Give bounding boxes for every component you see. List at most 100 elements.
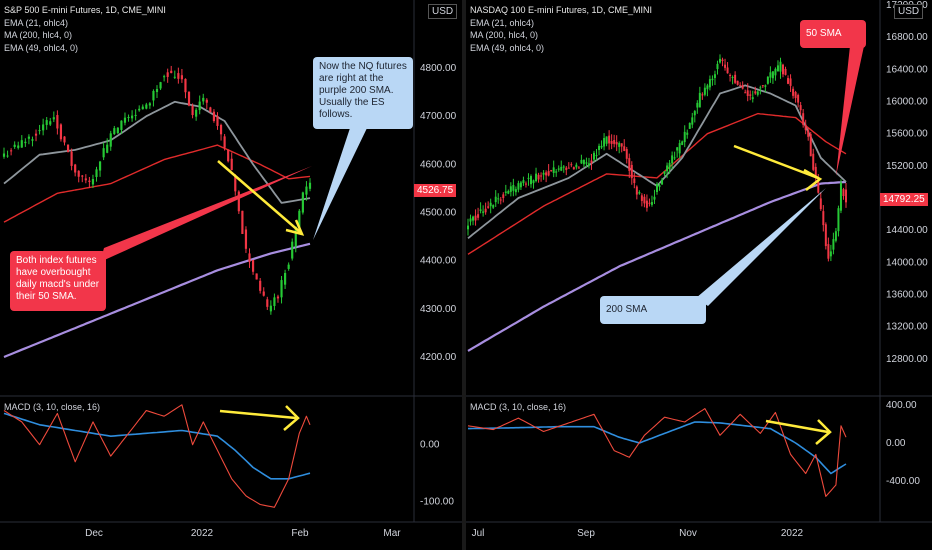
es-macd-signal-line bbox=[3, 412, 311, 480]
nq-candle-106 bbox=[734, 74, 737, 83]
nq-candle-43 bbox=[575, 164, 578, 168]
nq-candle-125 bbox=[782, 64, 784, 75]
es-candle-58 bbox=[209, 107, 212, 113]
nq-candle-67 bbox=[635, 186, 638, 195]
nq-candle-130 bbox=[794, 92, 797, 99]
nq-candle-58 bbox=[613, 139, 616, 144]
es-chart-canvas[interactable]: 4800.00 4700.00 4600.00 4500.00 4400.00 4300.… bbox=[0, 0, 462, 550]
nq-candle-136 bbox=[809, 134, 812, 157]
es-candle-33 bbox=[120, 120, 123, 130]
nq-price-tick-7: 14400.00 bbox=[886, 225, 928, 236]
nq-candle-92 bbox=[698, 92, 701, 108]
es-candle-10 bbox=[38, 130, 41, 132]
nq-macd-signal-line bbox=[468, 421, 847, 475]
es-candle-55 bbox=[198, 101, 201, 111]
es-macd-label: MACD (3, 10, close, 16) bbox=[4, 402, 101, 412]
nq-candle-38 bbox=[562, 166, 565, 168]
nq-candle-70 bbox=[643, 196, 646, 204]
nq-candle-18 bbox=[512, 185, 515, 191]
nq-candle-40 bbox=[567, 167, 570, 169]
nq-candle-59 bbox=[615, 142, 618, 145]
nq-candle-24 bbox=[527, 177, 530, 179]
es-candle-19 bbox=[70, 151, 73, 166]
nq-candle-109 bbox=[741, 85, 744, 89]
es-candle-86 bbox=[308, 182, 312, 189]
panel-divider[interactable] bbox=[462, 0, 466, 550]
nq-candle-96 bbox=[708, 79, 711, 88]
nq-chart-panel[interactable]: 17200.0016800.0016400.0016000.0015600.00… bbox=[466, 0, 932, 550]
nq-chart-canvas[interactable]: 17200.0016800.0016400.0016000.0015600.00… bbox=[466, 0, 932, 550]
es-candle-85 bbox=[305, 186, 308, 195]
es-yellow-trend-arrowhead bbox=[285, 219, 305, 236]
nq-candle-144 bbox=[829, 251, 832, 257]
nq-candle-84 bbox=[678, 143, 681, 154]
nq-candle-108 bbox=[739, 85, 742, 87]
es-currency-button[interactable]: USD bbox=[428, 4, 458, 19]
nq-candle-26 bbox=[532, 180, 535, 184]
nq-candle-142 bbox=[824, 224, 827, 247]
es-candle-59 bbox=[212, 111, 216, 122]
nq-candle-16 bbox=[507, 191, 510, 194]
nq-candle-129 bbox=[792, 88, 795, 96]
nq-candle-29 bbox=[540, 175, 543, 177]
es-candle-64 bbox=[230, 158, 233, 171]
es-candle-63 bbox=[227, 149, 230, 162]
nq-candle-5 bbox=[479, 209, 482, 211]
nq-candle-56 bbox=[608, 135, 611, 144]
nq-candle-86 bbox=[683, 131, 686, 143]
nq-candle-98 bbox=[713, 74, 716, 78]
nq-candle-9 bbox=[489, 202, 492, 207]
nq-candle-46 bbox=[582, 159, 585, 165]
nq-price-tick-11: 12800.00 bbox=[886, 354, 928, 365]
nq-candle-94 bbox=[703, 87, 706, 95]
es-candle-79 bbox=[284, 272, 287, 285]
es-candle-61 bbox=[219, 125, 223, 135]
es-candle-52 bbox=[187, 91, 191, 106]
nq-candle-95 bbox=[706, 85, 709, 90]
nq-candle-82 bbox=[673, 157, 676, 159]
nq-price-tick-2: 16400.00 bbox=[886, 64, 928, 75]
nq-sma200-line bbox=[467, 180, 847, 352]
nq-macd-label: MACD (3, 10, close, 16) bbox=[470, 402, 567, 412]
nq-candle-143 bbox=[827, 244, 830, 259]
es-macd-tick-1: -100.00 bbox=[420, 497, 454, 508]
es-candle-60 bbox=[216, 116, 219, 126]
nq-candle-123 bbox=[776, 65, 779, 72]
nq-200sma-callout: 200 SMA bbox=[600, 296, 706, 324]
nq-ema21-line bbox=[467, 84, 847, 240]
nq-macd-tick-1: 0.00 bbox=[886, 438, 906, 449]
nq-candle-36 bbox=[557, 168, 560, 170]
es-price-tick-1: 4700.00 bbox=[420, 111, 457, 122]
es-candle-7 bbox=[27, 136, 30, 139]
nq-candle-69 bbox=[640, 195, 643, 201]
nq-candle-3 bbox=[474, 215, 477, 221]
nq-price-tick-8: 14000.00 bbox=[886, 257, 928, 268]
nq-candle-19 bbox=[514, 189, 517, 193]
nq-candle-20 bbox=[517, 183, 520, 190]
nq-ma200-legend: MA (200, hlc4, 0) bbox=[470, 30, 539, 40]
es-ema21-legend: EMA (21, ohlc4) bbox=[4, 17, 69, 28]
nq-candle-127 bbox=[787, 78, 790, 84]
nq-candle-131 bbox=[797, 94, 800, 103]
nq-currency-button[interactable]: USD bbox=[894, 4, 924, 19]
es-chart-panel[interactable]: 4800.00 4700.00 4600.00 4500.00 4400.00 4300.… bbox=[0, 0, 462, 550]
es-sma200-line bbox=[3, 242, 311, 359]
es-candle-38 bbox=[138, 108, 141, 111]
es-blue-callout-pointer bbox=[313, 122, 368, 240]
nq-candle-141 bbox=[822, 211, 825, 226]
es-candle-46 bbox=[166, 72, 169, 77]
es-candle-83 bbox=[298, 210, 301, 229]
nq-candle-150 bbox=[845, 189, 847, 203]
es-candle-50 bbox=[180, 75, 183, 80]
nq-candle-75 bbox=[656, 184, 658, 193]
nq-candle-115 bbox=[756, 91, 759, 95]
nq-candle-64 bbox=[628, 158, 631, 171]
es-candle-15 bbox=[56, 115, 59, 129]
es-candle-34 bbox=[123, 117, 127, 123]
es-ema21-line bbox=[3, 100, 311, 204]
nq-candle-15 bbox=[504, 191, 507, 193]
es-candle-31 bbox=[113, 128, 116, 135]
nq-candle-134 bbox=[804, 124, 807, 131]
nq-candle-6 bbox=[482, 211, 485, 213]
es-candle-65 bbox=[234, 175, 237, 192]
